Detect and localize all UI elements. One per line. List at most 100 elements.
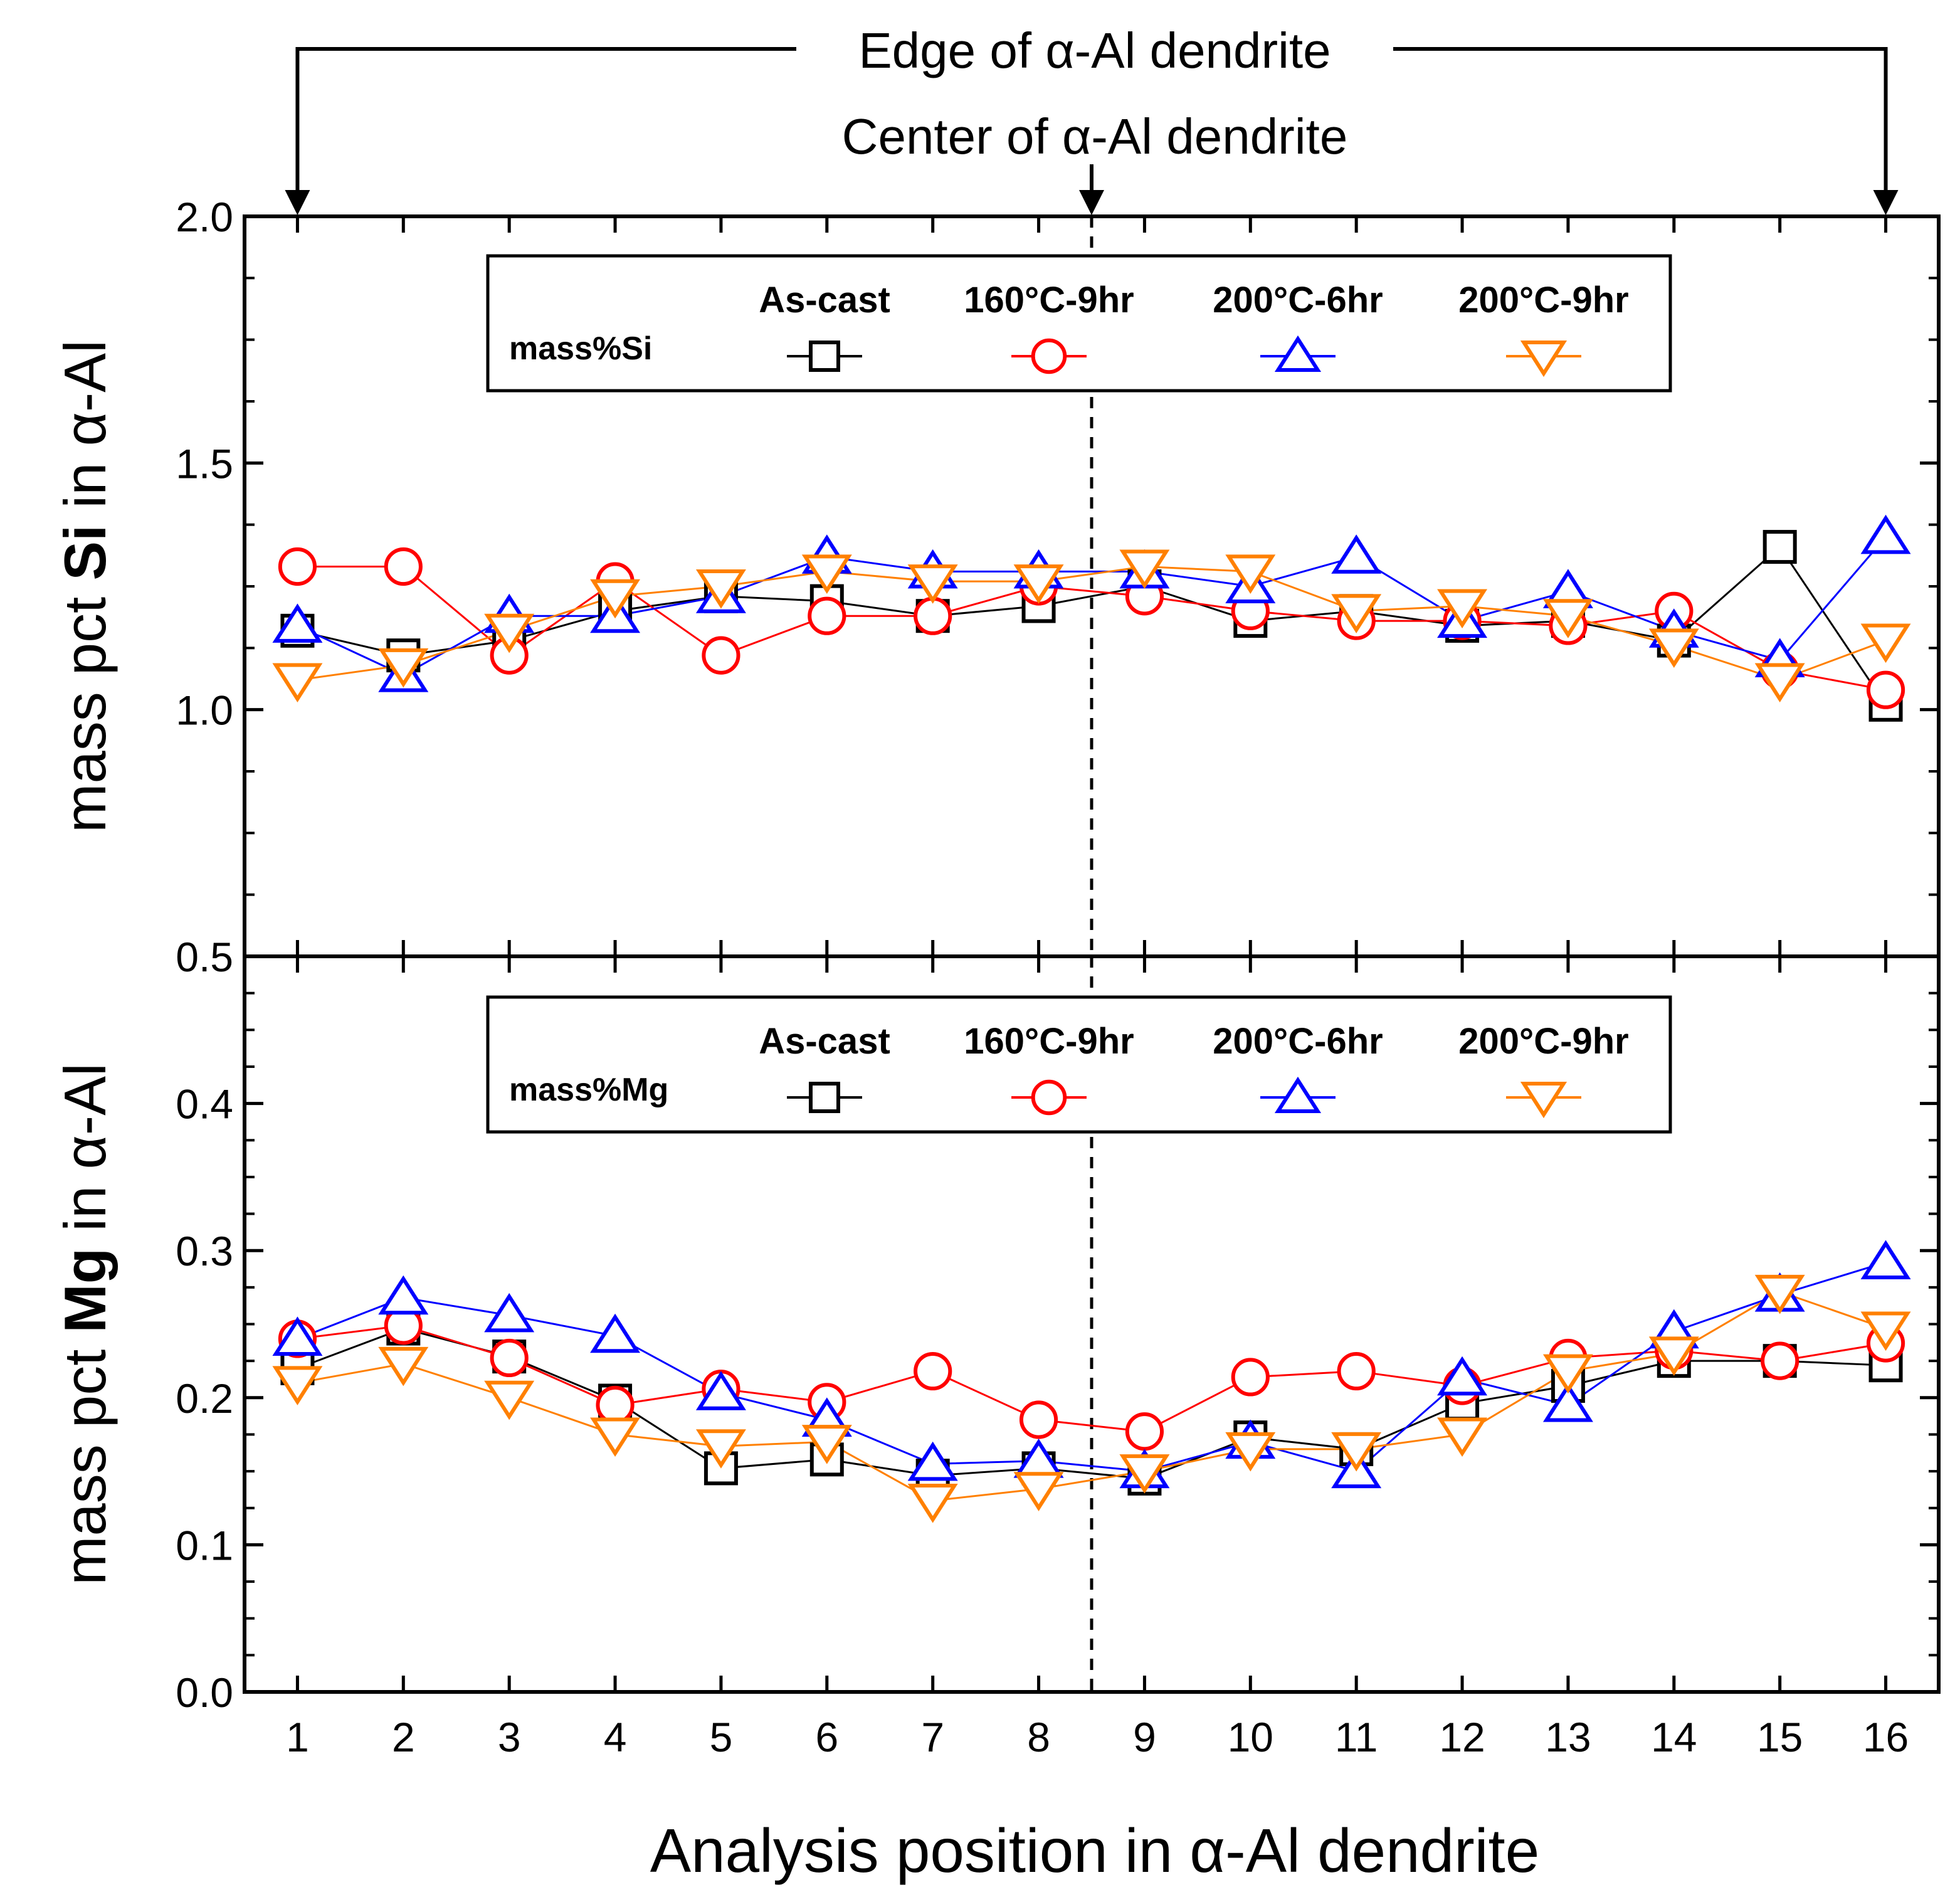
mg-series-line-3 <box>297 1291 1887 1502</box>
mg-point <box>590 1417 641 1457</box>
si-point <box>808 596 846 635</box>
edge-arrow-left-line <box>295 47 796 198</box>
si-point <box>378 648 429 688</box>
si-legend-label: mass%Si <box>509 330 652 367</box>
mg-point <box>1754 1274 1805 1314</box>
si-point <box>1331 534 1382 574</box>
mg-series-markers-3 <box>272 1274 1911 1523</box>
mg-point <box>914 1351 952 1391</box>
mg-series-line-0 <box>297 1327 1886 1480</box>
si-series-markers-3 <box>272 549 1911 703</box>
mg-legend-name-3: 200°C-9hr <box>1458 1021 1628 1062</box>
mg-point <box>1019 1400 1058 1439</box>
arrow-head <box>285 190 310 215</box>
si-point <box>695 569 746 609</box>
xtick-label: 6 <box>815 1714 838 1760</box>
xtick-label: 10 <box>1228 1714 1273 1760</box>
mg-point <box>1331 1432 1382 1472</box>
si-series-line-1 <box>297 566 1886 691</box>
si-ylabel-pre: mass pct <box>52 581 118 833</box>
si-legend-marker-2 <box>1274 335 1322 372</box>
mg-point <box>378 1346 429 1387</box>
mg-point <box>1761 1341 1799 1380</box>
si-point <box>1013 564 1064 604</box>
si-ytick-label: 1.5 <box>176 440 233 487</box>
outer-frame <box>243 214 1941 1694</box>
mg-legend-marker-1 <box>1031 1079 1067 1116</box>
mg-point <box>490 1338 529 1378</box>
mg-ytick-label: 0.4 <box>176 1081 233 1128</box>
mg-legend-marker-3 <box>1520 1082 1567 1119</box>
mg-y-axis-title: mass pct Mg in α-Al <box>52 1063 118 1585</box>
mg-legend: mass%Mg As-cast 160°C-9hr 200°C-6hr 200°C-9h… <box>486 995 1672 1134</box>
si-point <box>1648 628 1699 668</box>
xtick-label: 1 <box>286 1714 309 1760</box>
arrow-head <box>1873 190 1899 215</box>
si-ytick-label: 1.0 <box>176 687 233 734</box>
si-point <box>1437 589 1488 629</box>
xtick-label: 15 <box>1757 1714 1803 1760</box>
annotations: Edge of α-Al dendrite Center of α-Al den… <box>285 23 1899 215</box>
mg-ytick-label: 0.2 <box>176 1375 233 1422</box>
plot-frame <box>243 214 1941 1694</box>
edge-label: Edge of α-Al dendrite <box>858 23 1330 78</box>
mg-series-line-1 <box>297 1324 1886 1433</box>
mg-legend-name-2: 200°C-6hr <box>1213 1021 1383 1062</box>
si-point <box>907 564 958 604</box>
si-point <box>1762 530 1797 564</box>
si-series-line-2 <box>297 536 1887 677</box>
si-point <box>1866 670 1905 709</box>
mg-point <box>484 1380 535 1420</box>
mg-series-markers-2 <box>272 1240 1911 1489</box>
si-legend-box <box>486 254 1672 393</box>
mg-legend-marker-2 <box>1274 1076 1322 1113</box>
mg-point <box>590 1313 641 1353</box>
si-legend-name-2: 200°C-6hr <box>1213 280 1383 320</box>
mg-point <box>272 1316 323 1356</box>
xtick-label: 3 <box>498 1714 521 1760</box>
mg-point <box>484 1292 535 1333</box>
si-point <box>484 613 535 653</box>
si-legend: mass%Si As-cast 160°C-9hr 200°C-6hr 200°C-9h… <box>486 254 1672 393</box>
center-label: Center of α-Al dendrite <box>842 108 1348 164</box>
mg-point <box>1648 1336 1699 1376</box>
si-legend-name-1: 160°C-9hr <box>964 280 1134 320</box>
mg-ytick-label: 0.3 <box>176 1228 233 1274</box>
mg-point <box>1013 1472 1064 1511</box>
mg-point <box>1337 1351 1376 1391</box>
xtick-label: 5 <box>710 1714 733 1760</box>
mg-ylabel-element: Mg <box>52 1248 118 1333</box>
mg-point <box>1225 1432 1276 1472</box>
si-point <box>1542 599 1593 638</box>
si-point <box>702 636 740 675</box>
mg-point <box>1542 1354 1593 1394</box>
si-legend-name-3: 200°C-9hr <box>1458 280 1628 320</box>
si-legend-marker-1 <box>1031 338 1067 374</box>
mg-point <box>1860 1311 1911 1351</box>
si-panel: 0.5 1.0 1.5 2.0 mass pct Si in α-Al mass%Si As… <box>52 194 1939 980</box>
si-ytick-label: 0.5 <box>176 934 233 980</box>
edge-arrow-right-line <box>1393 47 1888 198</box>
xtick-label: 4 <box>604 1714 627 1760</box>
si-point <box>272 603 323 643</box>
xtick-label: 2 <box>392 1714 415 1760</box>
si-series-line-3 <box>297 566 1887 682</box>
xtick-label: 9 <box>1133 1714 1156 1760</box>
si-point <box>1860 623 1911 663</box>
mg-point <box>1125 1412 1164 1451</box>
si-point <box>801 554 852 594</box>
mg-point <box>1231 1358 1270 1397</box>
si-point <box>1860 514 1911 554</box>
mg-legend-name-0: As-cast <box>759 1021 890 1062</box>
mg-point <box>272 1366 323 1405</box>
mg-series-line-2 <box>297 1261 1887 1472</box>
mg-legend-marker-0 <box>809 1082 840 1113</box>
mg-point <box>1542 1382 1593 1422</box>
xtick-label: 7 <box>921 1714 944 1760</box>
si-point <box>1225 554 1276 594</box>
xtick-label: 8 <box>1027 1714 1050 1760</box>
si-legend-name-0: As-cast <box>759 280 890 320</box>
mg-point <box>1437 1356 1488 1396</box>
mg-ytick-label: 0.1 <box>176 1522 233 1568</box>
